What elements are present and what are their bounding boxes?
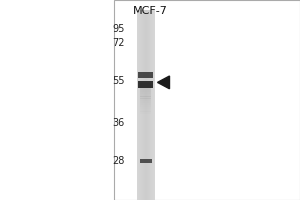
Bar — [146, 10, 147, 200]
FancyBboxPatch shape — [140, 92, 151, 94]
Text: MCF-7: MCF-7 — [133, 6, 167, 16]
FancyBboxPatch shape — [140, 88, 151, 90]
FancyBboxPatch shape — [140, 86, 151, 88]
FancyBboxPatch shape — [140, 94, 151, 97]
Bar — [152, 10, 153, 200]
Bar — [143, 10, 144, 200]
FancyBboxPatch shape — [140, 98, 151, 101]
Text: 55: 55 — [112, 76, 124, 86]
FancyBboxPatch shape — [138, 81, 153, 88]
FancyBboxPatch shape — [140, 159, 152, 163]
FancyBboxPatch shape — [140, 96, 151, 99]
Polygon shape — [158, 76, 169, 89]
Bar — [138, 10, 139, 200]
Bar — [144, 10, 145, 200]
Bar — [142, 10, 143, 200]
Text: 28: 28 — [112, 156, 124, 166]
Bar — [136, 10, 137, 200]
FancyBboxPatch shape — [138, 72, 153, 78]
Bar — [141, 10, 142, 200]
Bar — [147, 10, 148, 200]
Bar — [154, 10, 155, 200]
Text: 36: 36 — [112, 118, 124, 128]
Bar — [137, 10, 138, 200]
Bar — [151, 10, 152, 200]
Text: 95: 95 — [112, 24, 124, 34]
FancyBboxPatch shape — [140, 101, 151, 103]
Bar — [139, 10, 140, 200]
FancyBboxPatch shape — [140, 83, 151, 86]
Bar — [145, 10, 146, 200]
FancyBboxPatch shape — [140, 90, 151, 92]
FancyBboxPatch shape — [114, 0, 300, 200]
Text: 72: 72 — [112, 38, 124, 48]
Bar — [153, 10, 154, 200]
